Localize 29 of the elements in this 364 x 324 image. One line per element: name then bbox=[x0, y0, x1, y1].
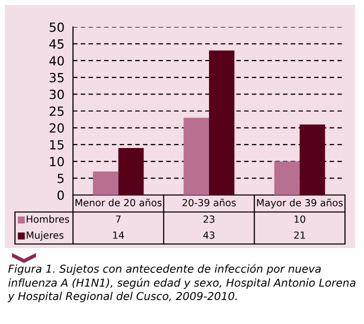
legend-label: Hombres bbox=[26, 215, 70, 223]
data-label: 21 bbox=[294, 231, 305, 239]
bar bbox=[118, 148, 144, 195]
bar bbox=[184, 118, 209, 195]
text: Figura 1. Sujetos con antecedente de infección por nueva influenza A (H1N1), según edad y sexo, Hospital Antonio Lorena y Hospital Regional del Cusco, 2009-2010. bbox=[8, 264, 356, 302]
y-tick-label: 25 bbox=[50, 106, 64, 116]
data-label: 7 bbox=[116, 216, 121, 223]
y-tick-label: 30 bbox=[50, 90, 64, 100]
y-tick-label: 0 bbox=[58, 190, 64, 200]
bar bbox=[209, 50, 234, 195]
bar bbox=[300, 124, 326, 195]
y-tick-label: 50 bbox=[50, 22, 64, 32]
y-tick-label: 5 bbox=[58, 174, 64, 184]
y-tick-label: 40 bbox=[49, 56, 64, 66]
y-tick-label: 45 bbox=[49, 39, 64, 49]
y-tick-label: 35 bbox=[50, 72, 64, 82]
data-label: 14 bbox=[113, 232, 124, 239]
data-label: 10 bbox=[294, 215, 306, 223]
bar bbox=[274, 161, 300, 195]
y-tick-label: 10 bbox=[50, 156, 64, 166]
x-tick-label: Mayor de 39 años bbox=[257, 198, 343, 208]
x-tick-label: Menor de 20 años bbox=[76, 198, 162, 206]
data-label: 43 bbox=[203, 231, 214, 239]
y-tick-label: 20 bbox=[50, 123, 64, 133]
x-tick-label: 20-39 años bbox=[182, 198, 236, 206]
legend-label: Mujeres bbox=[26, 231, 64, 241]
data-label: 23 bbox=[204, 215, 214, 223]
y-tick-label: 15 bbox=[50, 140, 64, 150]
bar bbox=[92, 171, 118, 195]
